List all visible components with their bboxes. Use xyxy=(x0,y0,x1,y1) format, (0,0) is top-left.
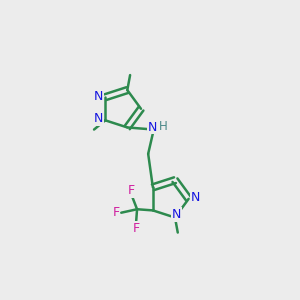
Text: F: F xyxy=(132,222,140,235)
Text: N: N xyxy=(148,121,157,134)
Text: N: N xyxy=(94,112,104,125)
Text: H: H xyxy=(159,120,167,133)
Text: F: F xyxy=(112,206,120,219)
Text: N: N xyxy=(94,90,103,103)
Text: F: F xyxy=(128,184,135,197)
Text: N: N xyxy=(191,191,200,204)
Text: N: N xyxy=(172,208,182,221)
